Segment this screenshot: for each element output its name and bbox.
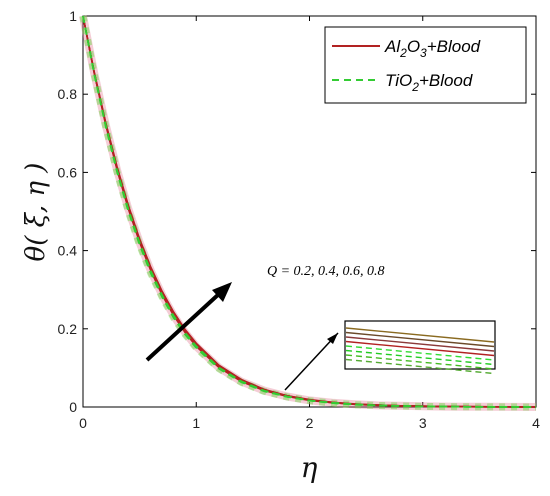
inset-line-al2o3-q0.8 (345, 327, 495, 343)
q-annotation: Q = 0.2, 0.4, 0.6, 0.8 (267, 264, 385, 279)
x-axis-label: η (301, 451, 318, 484)
y-tick-label: 1 (69, 8, 77, 24)
x-tick-label: 0 (79, 415, 87, 431)
legend-label-tio2: TiO2+Blood (385, 71, 473, 94)
inset-pointer-arrow (284, 332, 339, 391)
inset-line-tio2-q0.8 (345, 345, 495, 361)
x-tick-label: 1 (192, 415, 200, 431)
zoom-inset (344, 320, 496, 375)
y-axis-label: θ( ξ, η ) (21, 163, 51, 262)
y-tick-label: 0.2 (58, 321, 78, 337)
inset-line-tio2-q0.4 (345, 354, 495, 370)
series-line-tio2-q0.8 (82, 15, 537, 408)
x-tick-label: 2 (306, 415, 314, 431)
inset-line-al2o3-q0.4 (345, 336, 495, 352)
legend-label-al2o3: Al2O3+Blood (384, 37, 481, 60)
inset-line-al2o3-q0.2 (345, 340, 495, 357)
tick-marks (82, 15, 537, 408)
y-tick-label: 0.4 (58, 243, 78, 259)
x-tick-label: 4 (532, 415, 540, 431)
increasing-q-arrow (145, 291, 222, 362)
increasing-q-arrowhead (212, 282, 232, 302)
inset-pointer-arrowhead (327, 333, 338, 344)
tick-labels: 0 1 2 3 4 0 0.2 0.4 0.6 0.8 1 (58, 8, 541, 431)
inset-line-tio2-q0.6 (345, 349, 495, 366)
y-tick-label: 0.8 (58, 86, 78, 102)
x-tick-label: 3 (419, 415, 427, 431)
inset-line-tio2-q0.2 (345, 358, 495, 375)
y-tick-label: 0.6 (58, 164, 78, 180)
inset-line-al2o3-q0.6 (345, 331, 495, 348)
series-lines (79, 15, 537, 411)
y-tick-label: 0 (69, 399, 77, 415)
legend: Al2O3+Blood TiO2+Blood (324, 26, 527, 104)
